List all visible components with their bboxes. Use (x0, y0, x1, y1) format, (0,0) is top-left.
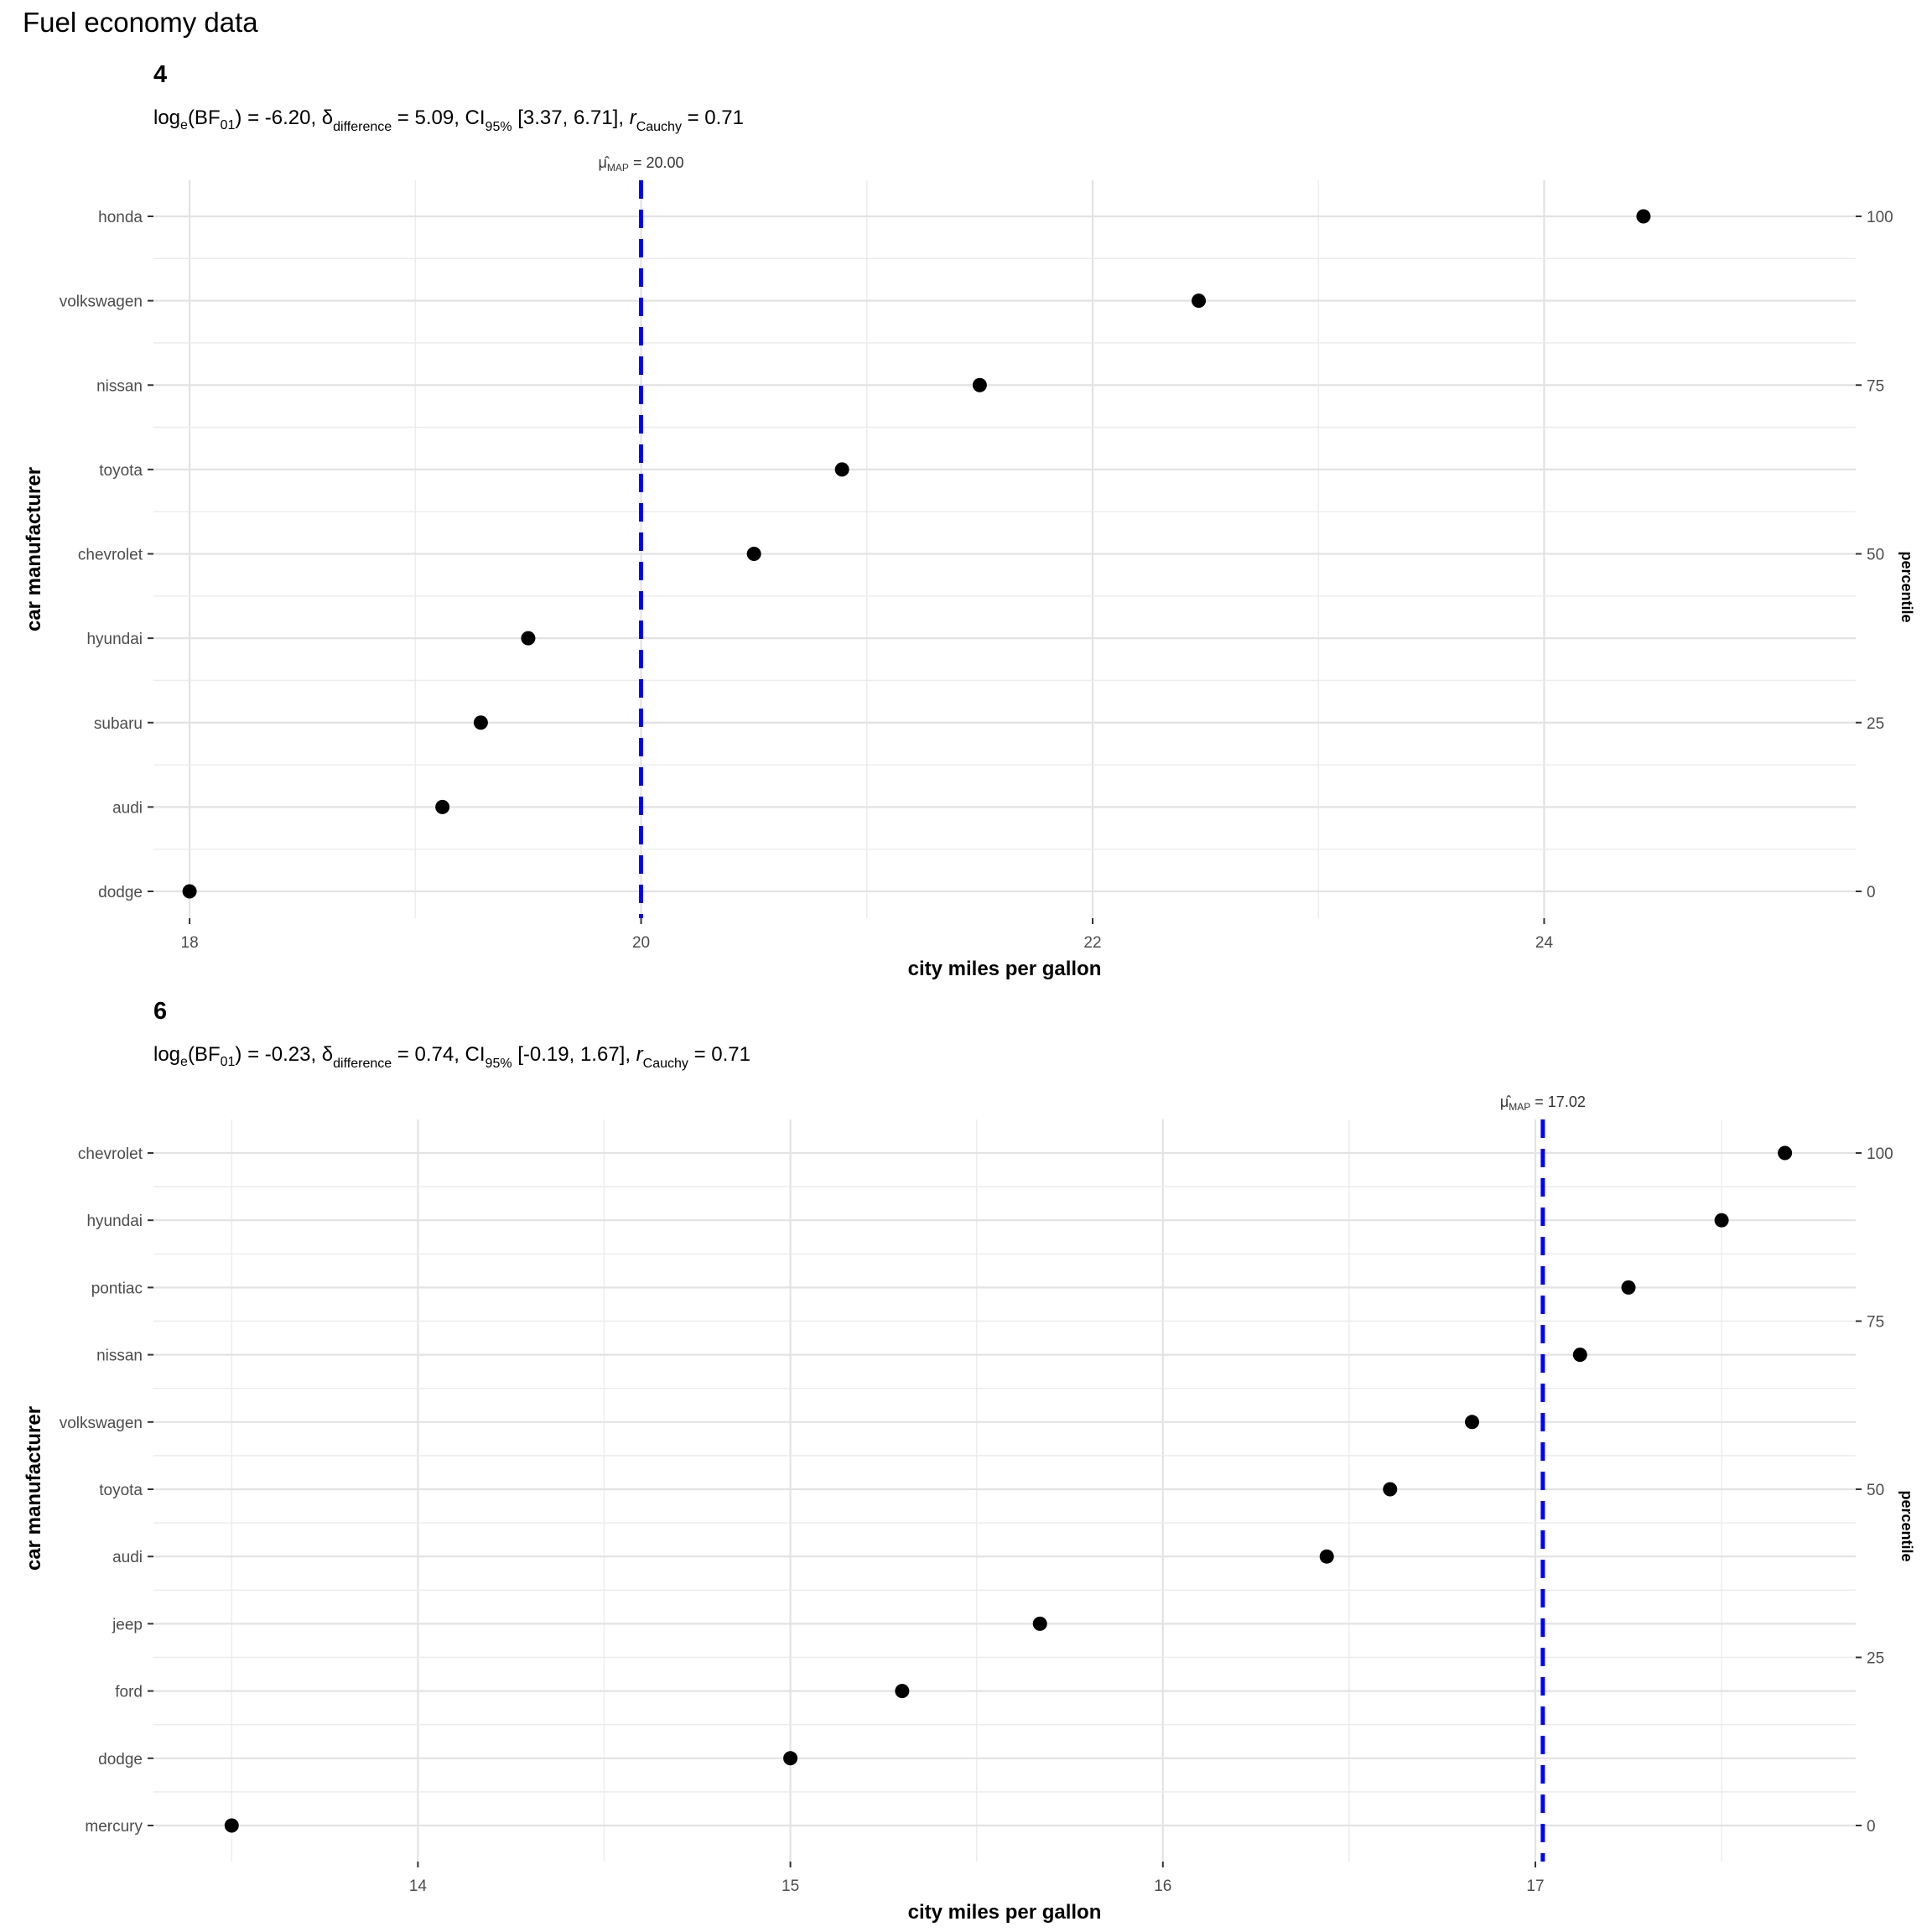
y2-axis-title: percentile (1898, 551, 1915, 622)
data-point-dodge (182, 884, 197, 899)
data-point-ford (895, 1684, 910, 1699)
panel-subtitle: loge(BF01) = -6.20, δdifference = 5.09, … (153, 106, 744, 134)
data-point-nissan (1572, 1348, 1587, 1363)
data-point-jeep (1032, 1616, 1047, 1631)
chart-panel-4: 4 loge(BF01) = -6.20, δdifference = 5.09,… (23, 61, 1915, 980)
y-axis-title: car manufacturer (23, 467, 45, 631)
y2-tick-label: 0 (1867, 884, 1876, 901)
data-point-mercury (224, 1818, 239, 1833)
y-tick-label: chevrolet (78, 1145, 143, 1163)
y2-tick-label: 50 (1867, 547, 1884, 564)
map-label: μ̂MAP = 17.02 (1500, 1093, 1586, 1113)
x-axis-title: city miles per gallon (908, 958, 1102, 980)
data-point-pontiac (1621, 1280, 1636, 1295)
y-tick-label: dodge (98, 884, 143, 901)
y-tick-label: toyota (99, 462, 143, 480)
y-tick-label: audi (112, 1549, 143, 1566)
data-point-chevrolet (746, 547, 761, 561)
y-tick-label: pontiac (91, 1280, 143, 1297)
y-tick-label: nissan (96, 1348, 143, 1365)
y-tick-label: honda (98, 209, 143, 226)
x-axis-title: city miles per gallon (908, 1901, 1102, 1924)
x-tick-label: 14 (409, 1877, 428, 1895)
y-tick-label: hyundai (86, 1213, 143, 1230)
y-tick-label: dodge (98, 1751, 143, 1768)
data-point-dodge (783, 1751, 798, 1766)
y2-tick-label: 100 (1867, 209, 1893, 226)
page-title: Fuel economy data (23, 7, 258, 38)
x-tick-label: 18 (181, 934, 199, 952)
panel-label: 4 (153, 61, 167, 88)
y-tick-label: mercury (85, 1818, 143, 1836)
data-point-toyota (1383, 1482, 1398, 1497)
data-point-subaru (473, 715, 488, 730)
x-tick-label: 22 (1083, 934, 1101, 952)
y2-axis-title: percentile (1898, 1490, 1915, 1561)
y-tick-label: ford (115, 1684, 143, 1701)
y-tick-label: volkswagen (60, 1415, 143, 1432)
data-point-honda (1636, 209, 1651, 224)
y2-tick-label: 0 (1867, 1818, 1876, 1836)
y2-tick-label: 25 (1867, 715, 1884, 733)
y-tick-label: hyundai (86, 631, 143, 648)
y-tick-label: jeep (112, 1616, 143, 1633)
x-tick-label: 16 (1154, 1877, 1171, 1895)
y2-tick-label: 100 (1867, 1145, 1893, 1163)
x-tick-label: 24 (1535, 934, 1554, 952)
y2-tick-label: 75 (1867, 377, 1884, 395)
data-point-nissan (972, 377, 987, 392)
panel-subtitle: loge(BF01) = -0.23, δdifference = 0.74, … (153, 1043, 750, 1071)
y-tick-label: audi (112, 799, 143, 817)
data-point-volkswagen (1464, 1415, 1479, 1430)
data-point-volkswagen (1192, 293, 1207, 309)
y-tick-label: toyota (99, 1482, 143, 1499)
data-point-hyundai (521, 631, 536, 646)
data-point-toyota (834, 462, 849, 477)
x-tick-label: 20 (632, 934, 650, 952)
panels: 4 loge(BF01) = -6.20, δdifference = 5.09,… (23, 61, 1915, 1924)
x-tick-label: 17 (1526, 1877, 1544, 1895)
data-point-audi (1319, 1549, 1334, 1564)
x-tick-label: 15 (782, 1877, 799, 1895)
y-tick-label: nissan (96, 377, 143, 395)
y2-tick-label: 25 (1867, 1650, 1884, 1668)
y-tick-label: chevrolet (78, 547, 143, 564)
y-tick-label: volkswagen (60, 293, 143, 311)
y2-tick-label: 50 (1867, 1482, 1884, 1499)
map-label: μ̂MAP = 20.00 (599, 154, 684, 174)
y2-tick-label: 75 (1867, 1314, 1884, 1332)
y-axis-title: car manufacturer (23, 1406, 45, 1571)
data-point-chevrolet (1778, 1145, 1793, 1161)
data-point-audi (435, 799, 450, 814)
panel-label: 6 (153, 998, 167, 1025)
chart-panel-6: 6 loge(BF01) = -0.23, δdifference = 0.74,… (23, 998, 1915, 1924)
y-tick-label: subaru (94, 715, 143, 733)
data-point-hyundai (1714, 1213, 1729, 1228)
